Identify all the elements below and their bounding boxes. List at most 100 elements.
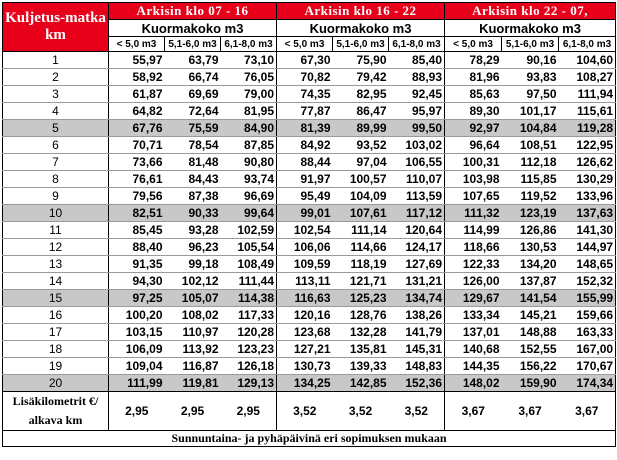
price-cell: 152,55 — [501, 340, 559, 358]
price-cell: 99,50 — [388, 119, 446, 137]
price-cell: 97,04 — [332, 153, 389, 171]
load-class-large: 6,1-8,0 m3 — [388, 36, 446, 52]
price-cell: 99,18 — [164, 255, 221, 273]
price-cell: 78,54 — [164, 136, 221, 154]
table-row: 15 97,25 105,07 114,38 116,63 125,23 134,74 129… — [2, 289, 617, 307]
price-cell: 82,51 — [108, 204, 165, 222]
price-cell: 92,45 — [388, 85, 446, 103]
price-cell: 103,02 — [388, 136, 446, 154]
price-cell: 94,30 — [108, 272, 165, 290]
price-cell: 148,65 — [558, 255, 617, 273]
price-cell: 73,66 — [108, 153, 165, 171]
price-cell: 88,93 — [388, 68, 446, 86]
price-cell: 129,13 — [220, 374, 278, 392]
price-cell: 117,33 — [220, 306, 278, 324]
price-cell: 95,49 — [276, 187, 333, 205]
distance-cell: 3 — [2, 85, 109, 103]
table-row: 2 58,92 66,74 76,05 70,82 79,42 88,93 81,96 93,8… — [2, 68, 617, 86]
table-row: 20 111,99 119,81 129,13 134,25 142,85 152,36 14… — [2, 374, 617, 392]
price-cell: 144,35 — [444, 357, 502, 375]
price-cell: 96,23 — [164, 238, 221, 256]
price-cell: 113,11 — [276, 272, 333, 290]
price-cell: 118,19 — [332, 255, 389, 273]
price-cell: 130,53 — [501, 238, 559, 256]
price-cell: 99,01 — [276, 204, 333, 222]
price-cell: 79,56 — [108, 187, 165, 205]
price-cell: 106,55 — [388, 153, 446, 171]
distance-cell: 20 — [2, 374, 109, 392]
price-cell: 97,25 — [108, 289, 165, 307]
price-cell: 174,34 — [558, 374, 617, 392]
distance-cell: 18 — [2, 340, 109, 358]
price-cell: 100,20 — [108, 306, 165, 324]
price-cell: 110,97 — [164, 323, 221, 341]
price-cell: 70,71 — [108, 136, 165, 154]
price-cell: 123,23 — [220, 340, 278, 358]
extra-km-price: 2,95 — [220, 391, 278, 431]
price-cell: 100,31 — [444, 153, 502, 171]
price-cell: 137,63 — [558, 204, 617, 222]
price-cell: 116,87 — [164, 357, 221, 375]
price-cell: 87,85 — [220, 136, 278, 154]
price-cell: 155,99 — [558, 289, 617, 307]
distance-cell: 14 — [2, 272, 109, 290]
distance-cell: 4 — [2, 102, 109, 120]
price-cell: 116,63 — [276, 289, 333, 307]
price-cell: 124,17 — [388, 238, 446, 256]
price-cell: 85,63 — [444, 85, 502, 103]
price-cell: 69,69 — [164, 85, 221, 103]
distance-cell: 15 — [2, 289, 109, 307]
price-rows: 1 55,97 63,79 73,10 67,30 75,90 85,40 78,29 90,1… — [2, 51, 617, 392]
price-cell: 108,51 — [501, 136, 559, 154]
price-cell: 170,67 — [558, 357, 617, 375]
period-header-night: Arkisin klo 22 - 07, — [444, 2, 617, 20]
price-cell: 122,33 — [444, 255, 502, 273]
price-cell: 114,99 — [444, 221, 502, 239]
price-cell: 102,59 — [220, 221, 278, 239]
price-cell: 114,66 — [332, 238, 389, 256]
extra-km-price: 3,67 — [558, 391, 617, 431]
price-cell: 111,94 — [558, 85, 617, 103]
price-table: Kuljetus-matka km Arkisin klo 07 - 16 Ar… — [1, 2, 617, 447]
price-cell: 112,18 — [501, 153, 559, 171]
load-class-small: < 5,0 m3 — [108, 36, 165, 52]
price-cell: 120,16 — [276, 306, 333, 324]
price-cell: 85,40 — [388, 51, 446, 69]
price-cell: 89,99 — [332, 119, 389, 137]
price-cell: 111,99 — [108, 374, 165, 392]
price-cell: 103,15 — [108, 323, 165, 341]
price-cell: 119,52 — [501, 187, 559, 205]
distance-cell: 10 — [2, 204, 109, 222]
table-row: 16 100,20 108,02 117,33 120,16 128,76 138,26 13… — [2, 306, 617, 324]
price-cell: 119,28 — [558, 119, 617, 137]
price-cell: 123,68 — [276, 323, 333, 341]
distance-cell: 17 — [2, 323, 109, 341]
price-cell: 82,95 — [332, 85, 389, 103]
price-cell: 84,90 — [220, 119, 278, 137]
distance-cell: 7 — [2, 153, 109, 171]
price-cell: 87,38 — [164, 187, 221, 205]
load-class-medium: 5,1-6,0 m3 — [164, 36, 221, 52]
price-cell: 99,64 — [220, 204, 278, 222]
price-cell: 126,86 — [501, 221, 559, 239]
price-cell: 108,02 — [164, 306, 221, 324]
price-cell: 152,32 — [558, 272, 617, 290]
price-cell: 111,32 — [444, 204, 502, 222]
price-cell: 123,19 — [501, 204, 559, 222]
table-row: 8 76,61 84,43 93,74 91,97 100,57 110,07 103,98 1… — [2, 170, 617, 188]
price-cell: 107,61 — [332, 204, 389, 222]
price-cell: 109,04 — [108, 357, 165, 375]
price-cell: 66,74 — [164, 68, 221, 86]
price-cell: 140,68 — [444, 340, 502, 358]
extra-km-price: 2,95 — [164, 391, 221, 431]
price-cell: 100,57 — [332, 170, 389, 188]
extra-km-price: 3,67 — [444, 391, 502, 431]
price-cell: 104,09 — [332, 187, 389, 205]
price-cell: 73,10 — [220, 51, 278, 69]
table-row: 5 67,76 75,59 84,90 81,39 89,99 99,50 92,97 104,… — [2, 119, 617, 137]
price-cell: 131,21 — [388, 272, 446, 290]
price-cell: 159,90 — [501, 374, 559, 392]
price-cell: 67,30 — [276, 51, 333, 69]
price-cell: 75,90 — [332, 51, 389, 69]
price-cell: 141,79 — [388, 323, 446, 341]
